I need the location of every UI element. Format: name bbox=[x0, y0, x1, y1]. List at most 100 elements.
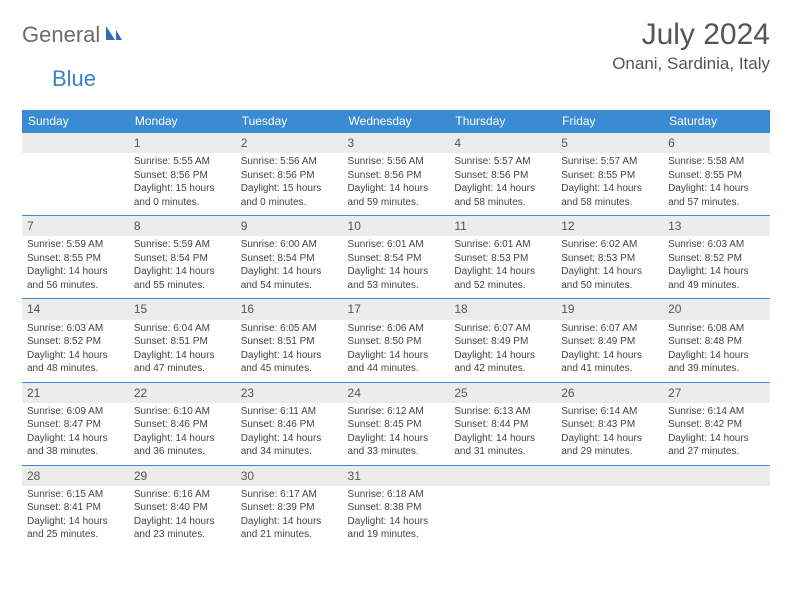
day-number: 9 bbox=[236, 215, 343, 236]
calendar-cell: 2Sunrise: 5:56 AMSunset: 8:56 PMDaylight… bbox=[236, 132, 343, 215]
calendar-cell: 20Sunrise: 6:08 AMSunset: 8:48 PMDayligh… bbox=[663, 298, 770, 381]
day-data: Sunrise: 6:15 AMSunset: 8:41 PMDaylight:… bbox=[22, 486, 129, 548]
day-header: Thursday bbox=[449, 110, 556, 132]
calendar-week-row: 28Sunrise: 6:15 AMSunset: 8:41 PMDayligh… bbox=[22, 465, 770, 548]
day-header-row: SundayMondayTuesdayWednesdayThursdayFrid… bbox=[22, 110, 770, 132]
logo-blue-text: Blue bbox=[52, 66, 96, 91]
day-number-empty bbox=[663, 465, 770, 486]
calendar-cell: 11Sunrise: 6:01 AMSunset: 8:53 PMDayligh… bbox=[449, 215, 556, 298]
day-number: 7 bbox=[22, 215, 129, 236]
month-title: July 2024 bbox=[612, 18, 770, 52]
day-number: 17 bbox=[343, 298, 450, 319]
day-data: Sunrise: 6:14 AMSunset: 8:42 PMDaylight:… bbox=[663, 403, 770, 465]
day-data: Sunrise: 6:03 AMSunset: 8:52 PMDaylight:… bbox=[22, 320, 129, 382]
day-number: 28 bbox=[22, 465, 129, 486]
calendar-week-row: 21Sunrise: 6:09 AMSunset: 8:47 PMDayligh… bbox=[22, 382, 770, 465]
logo-sail-icon bbox=[104, 24, 124, 47]
day-number: 29 bbox=[129, 465, 236, 486]
day-data: Sunrise: 6:01 AMSunset: 8:53 PMDaylight:… bbox=[449, 236, 556, 298]
day-number: 1 bbox=[129, 132, 236, 153]
calendar-cell: 1Sunrise: 5:55 AMSunset: 8:56 PMDaylight… bbox=[129, 132, 236, 215]
calendar-cell: 16Sunrise: 6:05 AMSunset: 8:51 PMDayligh… bbox=[236, 298, 343, 381]
day-data: Sunrise: 6:13 AMSunset: 8:44 PMDaylight:… bbox=[449, 403, 556, 465]
day-data: Sunrise: 6:09 AMSunset: 8:47 PMDaylight:… bbox=[22, 403, 129, 465]
day-number: 5 bbox=[556, 132, 663, 153]
day-number: 19 bbox=[556, 298, 663, 319]
day-data: Sunrise: 6:00 AMSunset: 8:54 PMDaylight:… bbox=[236, 236, 343, 298]
calendar-cell: 31Sunrise: 6:18 AMSunset: 8:38 PMDayligh… bbox=[343, 465, 450, 548]
calendar-body: 1Sunrise: 5:55 AMSunset: 8:56 PMDaylight… bbox=[22, 132, 770, 548]
calendar-week-row: 1Sunrise: 5:55 AMSunset: 8:56 PMDaylight… bbox=[22, 132, 770, 215]
day-number: 14 bbox=[22, 298, 129, 319]
day-data: Sunrise: 6:05 AMSunset: 8:51 PMDaylight:… bbox=[236, 320, 343, 382]
day-data: Sunrise: 6:18 AMSunset: 8:38 PMDaylight:… bbox=[343, 486, 450, 548]
calendar-cell: 14Sunrise: 6:03 AMSunset: 8:52 PMDayligh… bbox=[22, 298, 129, 381]
day-number: 22 bbox=[129, 382, 236, 403]
day-number: 4 bbox=[449, 132, 556, 153]
logo: General bbox=[22, 18, 126, 48]
day-header: Monday bbox=[129, 110, 236, 132]
day-number: 8 bbox=[129, 215, 236, 236]
day-data: Sunrise: 5:56 AMSunset: 8:56 PMDaylight:… bbox=[236, 153, 343, 215]
calendar-cell bbox=[663, 465, 770, 548]
day-header: Sunday bbox=[22, 110, 129, 132]
day-header: Wednesday bbox=[343, 110, 450, 132]
day-data: Sunrise: 6:01 AMSunset: 8:54 PMDaylight:… bbox=[343, 236, 450, 298]
day-header: Friday bbox=[556, 110, 663, 132]
calendar-cell: 13Sunrise: 6:03 AMSunset: 8:52 PMDayligh… bbox=[663, 215, 770, 298]
calendar-cell: 28Sunrise: 6:15 AMSunset: 8:41 PMDayligh… bbox=[22, 465, 129, 548]
logo-gray-text: General bbox=[22, 22, 100, 48]
day-data: Sunrise: 6:11 AMSunset: 8:46 PMDaylight:… bbox=[236, 403, 343, 465]
day-data: Sunrise: 6:07 AMSunset: 8:49 PMDaylight:… bbox=[556, 320, 663, 382]
day-number: 25 bbox=[449, 382, 556, 403]
calendar-cell: 7Sunrise: 5:59 AMSunset: 8:55 PMDaylight… bbox=[22, 215, 129, 298]
title-block: July 2024 Onani, Sardinia, Italy bbox=[612, 18, 770, 74]
day-number-empty bbox=[22, 132, 129, 153]
day-number-empty bbox=[556, 465, 663, 486]
day-data-empty bbox=[22, 153, 129, 211]
day-number: 11 bbox=[449, 215, 556, 236]
day-number: 3 bbox=[343, 132, 450, 153]
day-data: Sunrise: 6:12 AMSunset: 8:45 PMDaylight:… bbox=[343, 403, 450, 465]
day-number: 10 bbox=[343, 215, 450, 236]
day-data: Sunrise: 6:02 AMSunset: 8:53 PMDaylight:… bbox=[556, 236, 663, 298]
calendar-cell: 30Sunrise: 6:17 AMSunset: 8:39 PMDayligh… bbox=[236, 465, 343, 548]
calendar-cell: 6Sunrise: 5:58 AMSunset: 8:55 PMDaylight… bbox=[663, 132, 770, 215]
day-number-empty bbox=[449, 465, 556, 486]
calendar-cell: 19Sunrise: 6:07 AMSunset: 8:49 PMDayligh… bbox=[556, 298, 663, 381]
day-number: 2 bbox=[236, 132, 343, 153]
day-data: Sunrise: 5:55 AMSunset: 8:56 PMDaylight:… bbox=[129, 153, 236, 215]
day-number: 24 bbox=[343, 382, 450, 403]
day-data: Sunrise: 6:14 AMSunset: 8:43 PMDaylight:… bbox=[556, 403, 663, 465]
day-data: Sunrise: 6:04 AMSunset: 8:51 PMDaylight:… bbox=[129, 320, 236, 382]
day-data: Sunrise: 5:57 AMSunset: 8:56 PMDaylight:… bbox=[449, 153, 556, 215]
day-number: 30 bbox=[236, 465, 343, 486]
calendar-table: SundayMondayTuesdayWednesdayThursdayFrid… bbox=[22, 110, 770, 548]
day-number: 12 bbox=[556, 215, 663, 236]
day-data: Sunrise: 5:58 AMSunset: 8:55 PMDaylight:… bbox=[663, 153, 770, 215]
calendar-cell: 15Sunrise: 6:04 AMSunset: 8:51 PMDayligh… bbox=[129, 298, 236, 381]
day-data: Sunrise: 6:03 AMSunset: 8:52 PMDaylight:… bbox=[663, 236, 770, 298]
calendar-cell: 26Sunrise: 6:14 AMSunset: 8:43 PMDayligh… bbox=[556, 382, 663, 465]
calendar-cell: 27Sunrise: 6:14 AMSunset: 8:42 PMDayligh… bbox=[663, 382, 770, 465]
day-data-empty bbox=[663, 486, 770, 544]
day-data-empty bbox=[449, 486, 556, 544]
calendar-cell: 18Sunrise: 6:07 AMSunset: 8:49 PMDayligh… bbox=[449, 298, 556, 381]
calendar-cell: 5Sunrise: 5:57 AMSunset: 8:55 PMDaylight… bbox=[556, 132, 663, 215]
day-number: 27 bbox=[663, 382, 770, 403]
day-data: Sunrise: 6:17 AMSunset: 8:39 PMDaylight:… bbox=[236, 486, 343, 548]
day-data: Sunrise: 6:10 AMSunset: 8:46 PMDaylight:… bbox=[129, 403, 236, 465]
calendar-cell: 4Sunrise: 5:57 AMSunset: 8:56 PMDaylight… bbox=[449, 132, 556, 215]
calendar-cell: 25Sunrise: 6:13 AMSunset: 8:44 PMDayligh… bbox=[449, 382, 556, 465]
day-data: Sunrise: 6:07 AMSunset: 8:49 PMDaylight:… bbox=[449, 320, 556, 382]
calendar-cell: 3Sunrise: 5:56 AMSunset: 8:56 PMDaylight… bbox=[343, 132, 450, 215]
day-number: 13 bbox=[663, 215, 770, 236]
day-data: Sunrise: 6:16 AMSunset: 8:40 PMDaylight:… bbox=[129, 486, 236, 548]
calendar-cell: 10Sunrise: 6:01 AMSunset: 8:54 PMDayligh… bbox=[343, 215, 450, 298]
calendar-cell: 17Sunrise: 6:06 AMSunset: 8:50 PMDayligh… bbox=[343, 298, 450, 381]
calendar-cell: 9Sunrise: 6:00 AMSunset: 8:54 PMDaylight… bbox=[236, 215, 343, 298]
day-number: 15 bbox=[129, 298, 236, 319]
day-data: Sunrise: 5:56 AMSunset: 8:56 PMDaylight:… bbox=[343, 153, 450, 215]
day-data: Sunrise: 6:06 AMSunset: 8:50 PMDaylight:… bbox=[343, 320, 450, 382]
day-number: 16 bbox=[236, 298, 343, 319]
